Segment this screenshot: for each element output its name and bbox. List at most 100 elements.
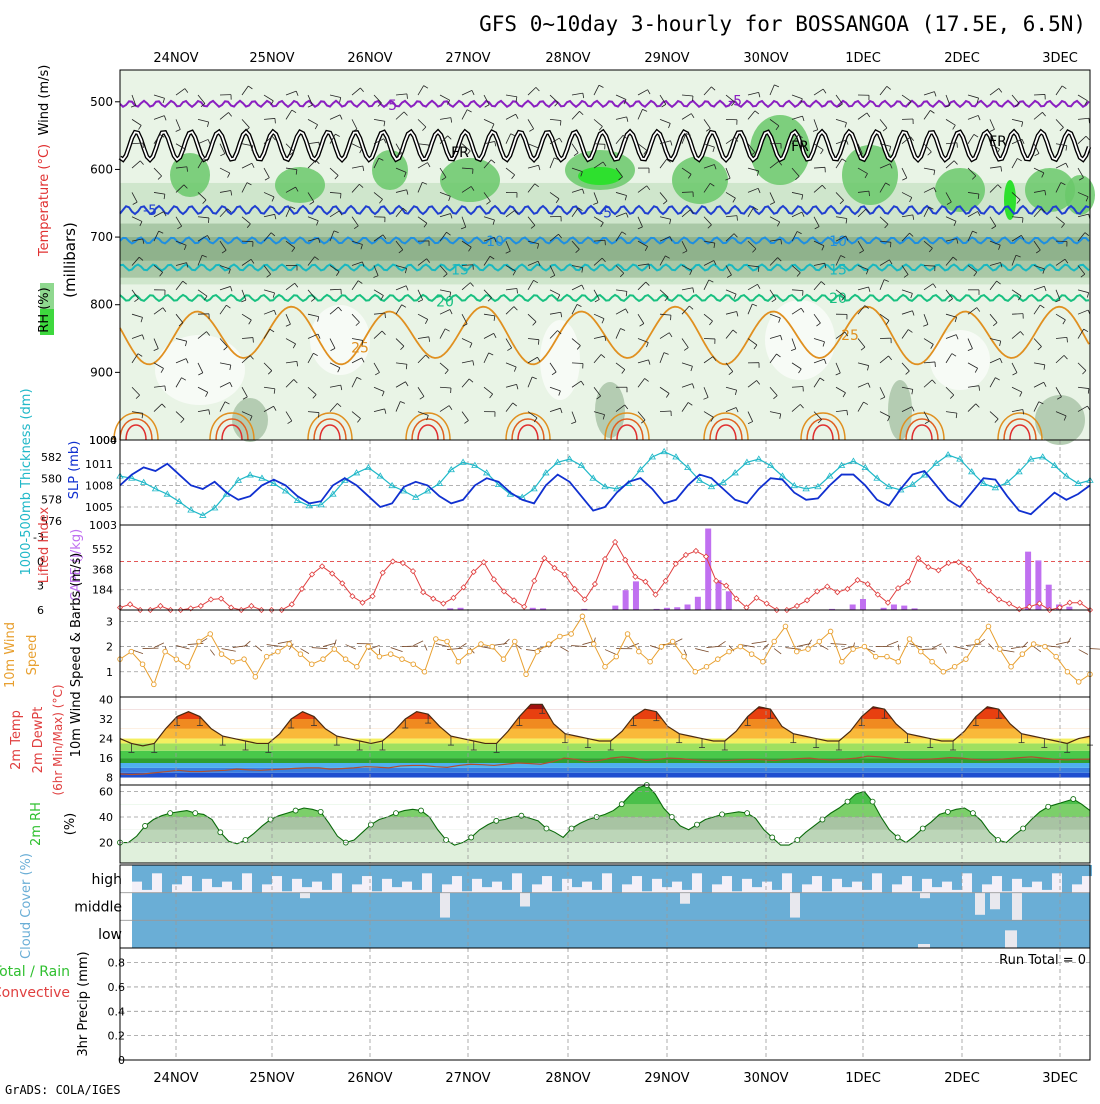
date-label-top: 29NOV — [644, 51, 689, 66]
wind-barb — [831, 644, 847, 645]
contour-label: -5 — [728, 93, 742, 109]
data-point — [614, 654, 619, 659]
dewpoint-band — [120, 778, 1090, 785]
data-point — [479, 642, 484, 647]
wind-barb — [176, 646, 189, 649]
cape-bar — [695, 597, 701, 610]
cape-bar — [726, 591, 732, 610]
dewpoint-band — [120, 743, 1090, 750]
cape-li-panel — [120, 525, 1090, 610]
data-point — [158, 603, 163, 608]
wind-barb — [402, 646, 418, 647]
data-point — [198, 603, 203, 608]
slp-axis-title: SLP (mb) — [67, 441, 82, 500]
data-point — [738, 644, 743, 649]
contour-label: 10 — [486, 234, 504, 250]
data-point — [1009, 664, 1014, 669]
data-point — [276, 649, 281, 654]
cape-bar — [685, 604, 691, 610]
lifted-index-line — [120, 542, 1090, 610]
cloud-high-bar — [242, 865, 252, 873]
cloud-high-bar — [942, 865, 952, 882]
data-point — [670, 639, 675, 644]
wind-barb — [605, 650, 615, 655]
cloud-high-bar — [182, 865, 192, 876]
thickness-axis-title: 1000-500mb Thickness (dm) — [19, 388, 34, 575]
rh-tick-label: 60 — [99, 785, 113, 798]
cape-tick-label: 552 — [92, 543, 113, 556]
data-point — [625, 632, 630, 637]
cloud-high-bar — [222, 865, 232, 882]
cloud-high-bar — [682, 865, 692, 890]
wind-barb — [955, 647, 969, 650]
cloud-high-bar — [952, 865, 962, 890]
data-point — [727, 649, 732, 654]
cloud-mid-gap — [440, 893, 450, 918]
cloud-row-label: low — [98, 927, 122, 943]
date-label-bottom: 28NOV — [545, 1071, 590, 1086]
wind-barb — [921, 649, 937, 650]
cloud-row-label: high — [91, 872, 122, 888]
precip-legend-convective: Convective — [0, 985, 70, 1001]
data-point — [393, 811, 398, 816]
cloud-high-bar — [582, 865, 592, 882]
wind10-axis-title: 10m Wind — [3, 622, 18, 688]
wind-barb — [538, 340, 539, 345]
wind-barb — [413, 641, 423, 646]
wind-barb — [222, 649, 236, 652]
wind-barb — [334, 640, 336, 646]
data-point — [456, 659, 461, 664]
cloud-high-bar — [382, 865, 392, 879]
cloud-high-bar — [872, 865, 882, 873]
cloud-high-bar — [882, 865, 892, 893]
data-point — [569, 632, 574, 637]
data-point — [749, 652, 754, 657]
cloud-high-bar — [622, 865, 632, 884]
wind-barb — [312, 648, 328, 649]
dewpoint-band — [120, 773, 1090, 778]
cloud-high-bar — [972, 865, 982, 893]
data-point — [693, 669, 698, 674]
data-point — [694, 822, 699, 827]
precip-tick-label: 0.4 — [108, 1005, 126, 1018]
temp-axis-title: 2m DewPt — [31, 707, 46, 774]
data-point — [467, 649, 472, 654]
cloud-high-bar — [892, 865, 902, 884]
cloud-high-bar — [642, 865, 652, 891]
contour-label: 25 — [351, 340, 369, 356]
thickness-tick-label: 578 — [41, 494, 62, 507]
temp-tick-label: 24 — [99, 733, 113, 746]
data-point — [332, 647, 337, 652]
precip-tick-label: 0.2 — [108, 1030, 126, 1043]
data-point — [956, 560, 961, 565]
pressure-axis-title: (millibars) — [61, 222, 79, 298]
cloud-high-bar — [322, 865, 332, 890]
cloud-high-bar — [822, 865, 832, 891]
data-point — [682, 654, 687, 659]
data-point — [522, 604, 527, 609]
data-point — [249, 603, 254, 608]
cloud-high-bar — [162, 865, 172, 893]
cloud-high-bar — [442, 865, 452, 884]
data-point — [264, 654, 269, 659]
data-point — [140, 662, 145, 667]
data-point — [794, 649, 799, 654]
run-total-label: Run Total = 0 — [999, 953, 1086, 968]
date-label-bottom: 27NOV — [445, 1071, 490, 1086]
cloud-high-bar — [152, 865, 162, 873]
wind-barb — [188, 643, 204, 644]
data-point — [1076, 680, 1081, 685]
cloud-high-bar — [712, 865, 722, 884]
cloud-high-bar — [292, 865, 302, 879]
cloud-high-bar — [802, 865, 812, 884]
data-point — [619, 802, 624, 807]
data-point — [930, 659, 935, 664]
rh-band-high — [888, 380, 912, 440]
wind-barb — [695, 649, 708, 652]
wind-barb — [458, 643, 466, 648]
rh-axis-title: (%) — [63, 813, 78, 836]
wind-barb — [943, 648, 946, 654]
wind-barb — [391, 648, 403, 652]
pressure-tick-label: 500 — [90, 95, 113, 109]
wind-barb — [425, 645, 428, 651]
